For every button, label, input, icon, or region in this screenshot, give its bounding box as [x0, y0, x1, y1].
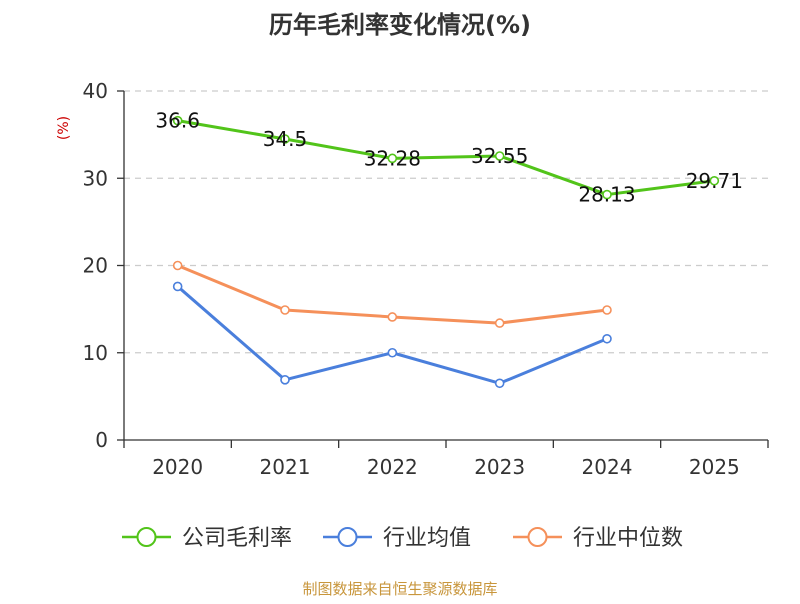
- legend-marker: [527, 527, 548, 547]
- x-tick-label: 2022: [367, 455, 418, 479]
- x-tick-label: 2025: [689, 455, 740, 479]
- x-tick-label: 2020: [152, 455, 203, 479]
- data-point[interactable]: [280, 305, 290, 315]
- data-point[interactable]: [602, 189, 612, 200]
- data-label: 32.55: [471, 144, 528, 168]
- y-tick-label: 10: [83, 341, 108, 365]
- data-label: 32.28: [364, 146, 421, 170]
- chart-title: 历年毛利率变化情况(%): [269, 11, 531, 39]
- series-line: [177, 119, 715, 197]
- x-tick-label: 2024: [582, 455, 633, 479]
- data-label: 29.71: [686, 169, 743, 193]
- data-point[interactable]: [280, 134, 290, 144]
- data-label: 28.13: [578, 183, 635, 207]
- legend-label: 行业均值: [383, 526, 471, 551]
- series-line: [176, 285, 608, 385]
- y-tick-label: 30: [83, 166, 108, 190]
- y-axis-label: (%): [56, 116, 72, 140]
- data-point[interactable]: [280, 374, 290, 385]
- data-point[interactable]: [387, 312, 398, 322]
- series-layer: [172, 115, 720, 389]
- legend-marker: [136, 527, 157, 547]
- y-tick-label: 0: [95, 428, 108, 452]
- data-labels: 36.6 34.5 32.28 32.55 28.13 29.71: [155, 109, 743, 207]
- data-point[interactable]: [387, 153, 398, 164]
- data-point[interactable]: [494, 318, 505, 328]
- data-point[interactable]: [172, 115, 183, 126]
- legend-item[interactable]: 行业中位数: [513, 526, 683, 551]
- data-point[interactable]: [172, 260, 183, 271]
- data-label: 34.5: [263, 127, 308, 151]
- y-tick-label: 20: [83, 254, 108, 278]
- data-point[interactable]: [709, 175, 720, 186]
- data-label: 36.6: [155, 109, 200, 133]
- source-note: 制图数据来自恒生聚源数据库: [302, 580, 497, 598]
- legend-item[interactable]: 公司毛利率: [122, 526, 292, 551]
- y-tick-label: 40: [83, 79, 108, 103]
- legend-label: 公司毛利率: [182, 526, 292, 551]
- axes: 0 10 20 30 40 2020 2021 2022 2023 2024 2025: [83, 79, 769, 479]
- data-point[interactable]: [602, 305, 612, 315]
- data-point[interactable]: [172, 281, 183, 292]
- grid-lines: [124, 90, 768, 354]
- data-point[interactable]: [602, 333, 612, 344]
- data-point[interactable]: [494, 378, 505, 389]
- legend: 公司毛利率 行业均值 行业中位数: [122, 526, 683, 551]
- x-tick-label: 2021: [260, 455, 311, 479]
- legend-marker: [337, 527, 358, 547]
- legend-item[interactable]: 行业均值: [323, 526, 471, 551]
- data-point[interactable]: [494, 151, 505, 161]
- x-tick-label: 2023: [474, 455, 525, 479]
- data-point[interactable]: [387, 347, 398, 358]
- legend-label: 行业中位数: [573, 526, 683, 551]
